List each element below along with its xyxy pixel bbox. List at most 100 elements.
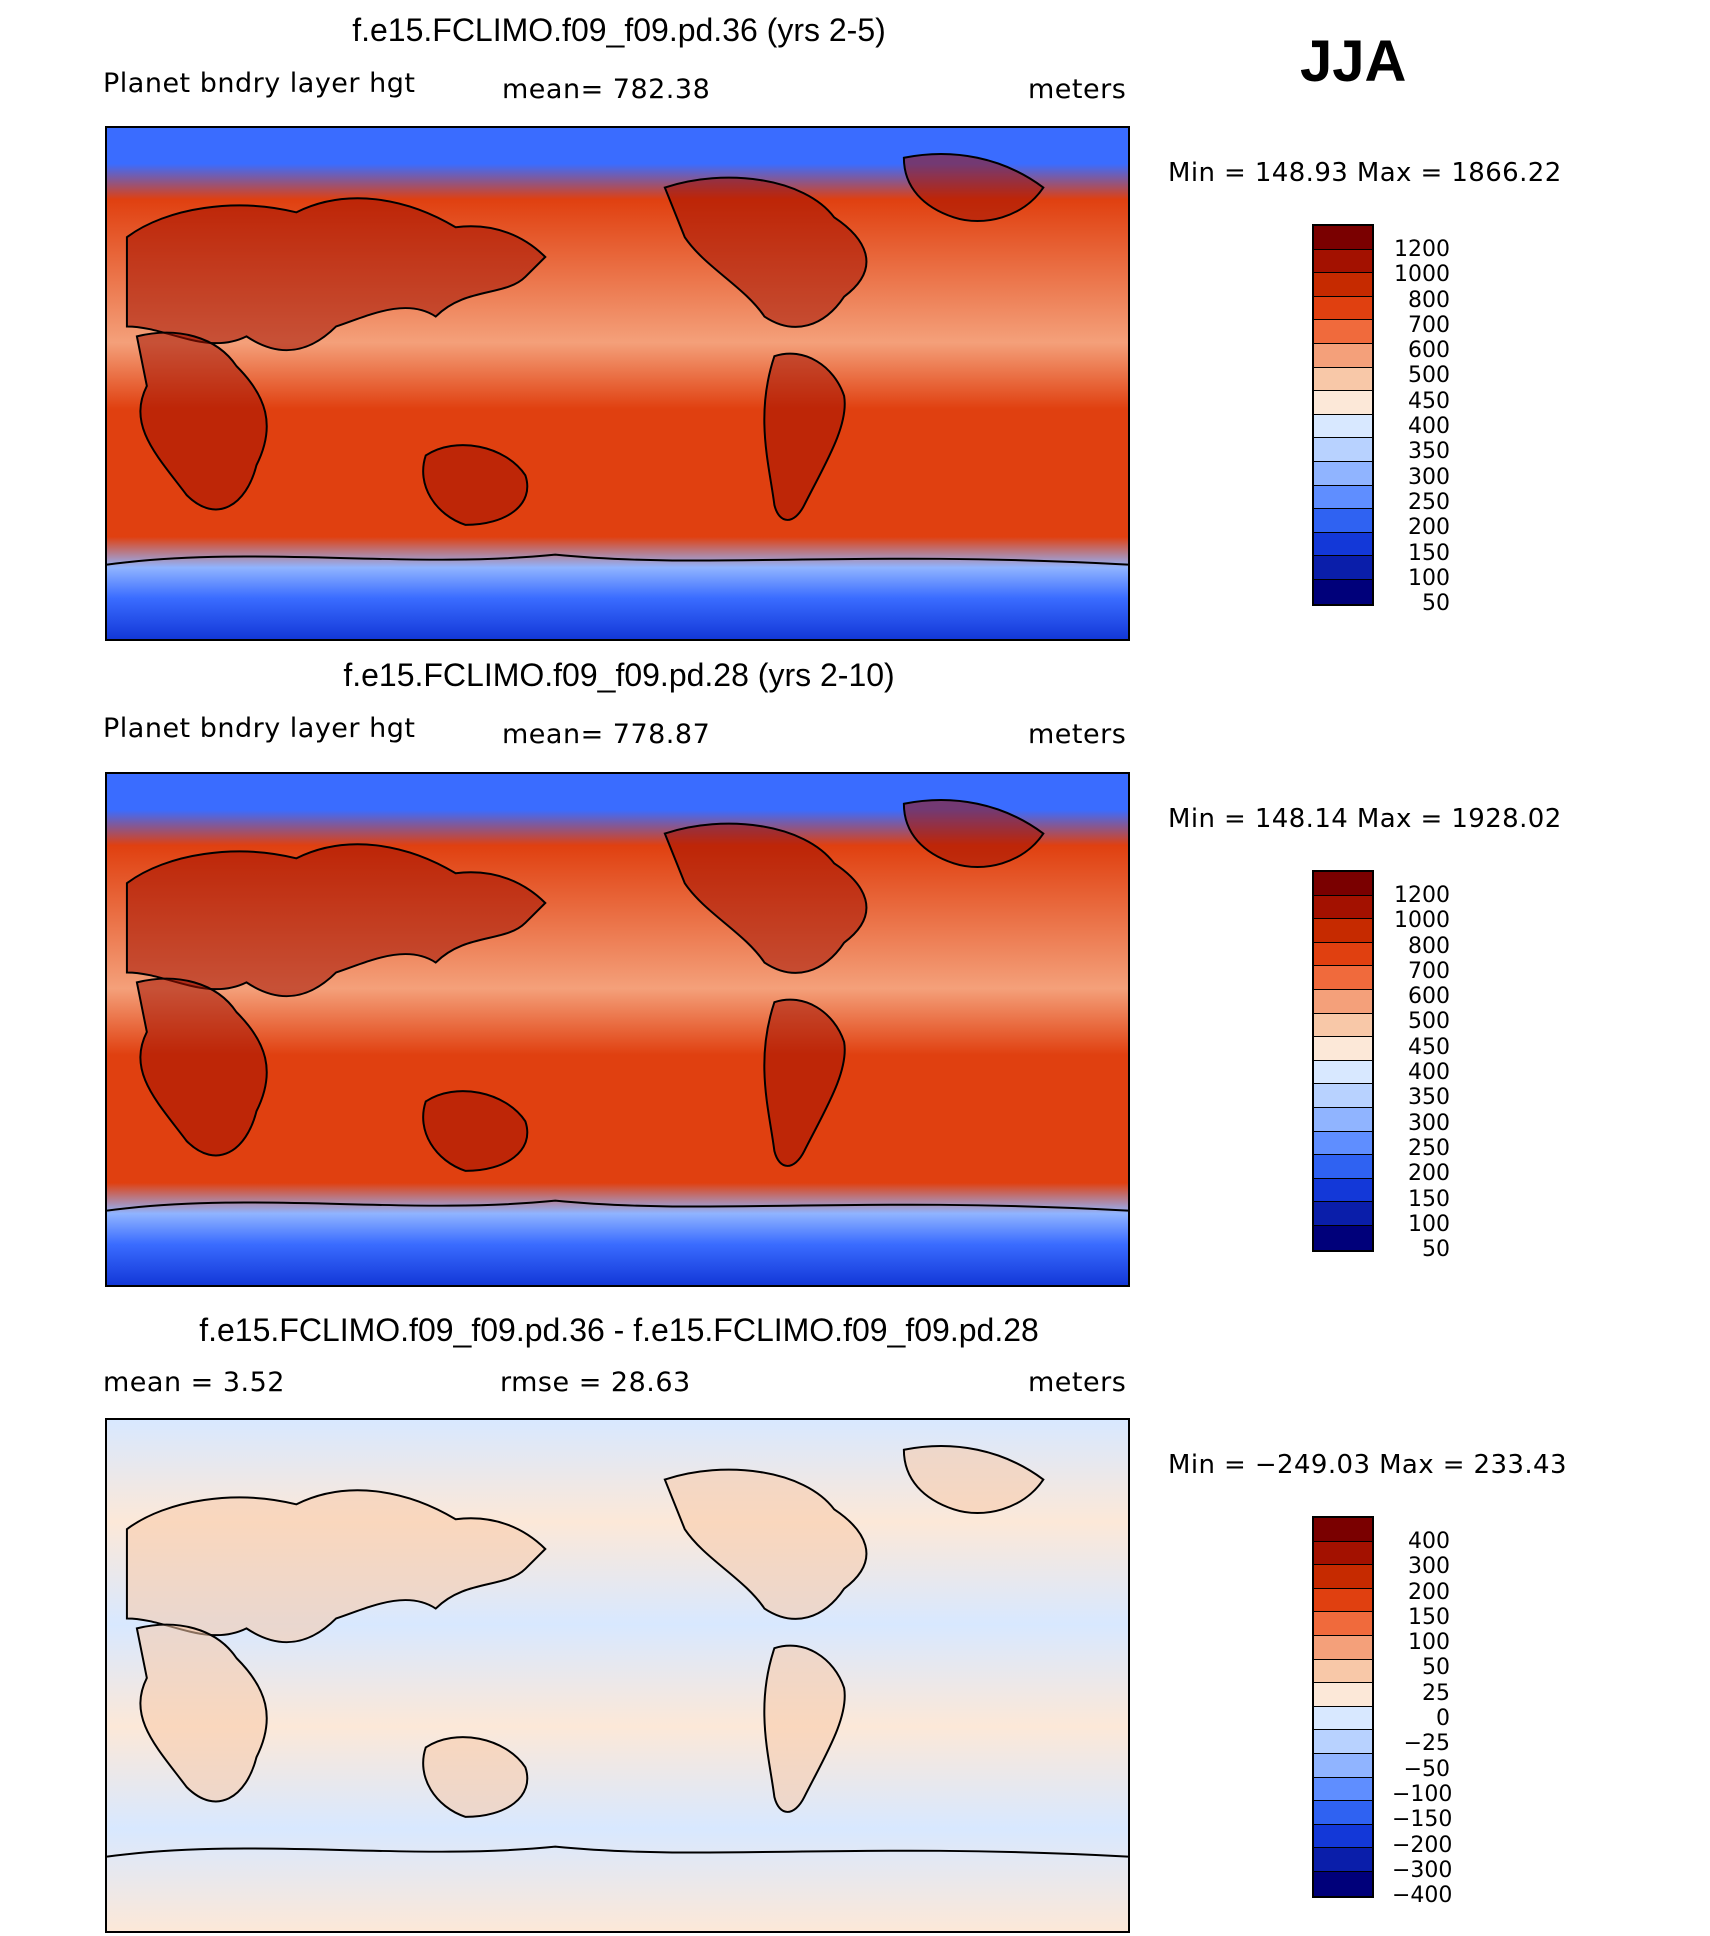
panel2-units-label: meters: [1028, 719, 1127, 750]
panel1-mean-label: mean= 782.38: [502, 74, 711, 105]
colorbar-tick-label: 450: [1408, 388, 1450, 414]
colorbar-tick-label: 50: [1422, 1237, 1450, 1263]
colorbar-swatch: [1314, 1541, 1372, 1566]
colorbar-tick-label: 350: [1408, 1085, 1450, 1111]
colorbar-tick-label: −300: [1392, 1857, 1453, 1883]
colorbar-tick-label: 1200: [1394, 883, 1450, 908]
colorbar-tick-label: 300: [1408, 1554, 1450, 1580]
panel1-colorbar-labels: 1200 1000 800 700 600 500 450 400 350 300 250 200 15…: [1392, 237, 1450, 616]
colorbar-tick-label: 200: [1408, 1579, 1450, 1605]
panel1-variable-label: Planet bndry layer hgt: [103, 68, 416, 99]
colorbar-tick-label: 150: [1408, 1604, 1450, 1630]
colorbar-tick-label: 700: [1408, 312, 1450, 338]
colorbar-swatch: [1314, 391, 1372, 415]
panel2-title: f.e15.FCLIMO.f09_f09.pd.28 (yrs 2-10): [343, 657, 895, 693]
colorbar-tick-label: 1200: [1394, 237, 1450, 262]
panel1-units-label: meters: [1028, 74, 1127, 105]
colorbar-tick-label: 50: [1422, 591, 1450, 617]
colorbar-tick-label: 400: [1408, 1529, 1450, 1554]
colorbar-swatch: [1314, 895, 1372, 920]
season-label: JJA: [1300, 29, 1407, 94]
colorbar-swatch: [1314, 1706, 1372, 1731]
colorbar-tick-label: 100: [1408, 1630, 1450, 1656]
colorbar-swatch: [1314, 1848, 1372, 1872]
panel3-colorbar: [1312, 1516, 1374, 1898]
panel3-mean-label: mean = 3.52: [103, 1367, 285, 1398]
panel2-colorbar-labels: 1200 1000 800 700 600 500 450 400 350 300 250 200 15…: [1392, 883, 1450, 1262]
colorbar-swatch: [1314, 1871, 1372, 1896]
colorbar-swatch: [1314, 1612, 1372, 1636]
colorbar-swatch: [1314, 919, 1372, 943]
colorbar-swatch: [1314, 1753, 1372, 1778]
panel1-minmax: Min = 148.93 Max = 1866.22: [1168, 158, 1562, 188]
panel2-variable-label: Planet bndry layer hgt: [103, 713, 416, 744]
panel3-rmse-label: rmse = 28.63: [500, 1367, 691, 1398]
colorbar-swatch: [1314, 414, 1372, 439]
colorbar-swatch: [1314, 1013, 1372, 1038]
colorbar-tick-label: 150: [1408, 1186, 1450, 1212]
colorbar-swatch: [1314, 1588, 1372, 1613]
panel3-colorbar-labels: 400 300 200 150 100 50 25 0 −25 −50 −100 −150 −200 −3…: [1392, 1529, 1453, 1909]
colorbar-swatch: [1314, 1518, 1372, 1542]
colorbar-swatch: [1314, 226, 1372, 250]
colorbar-swatch: [1314, 989, 1372, 1014]
colorbar-tick-label: 200: [1408, 515, 1450, 541]
colorbar-tick-label: 250: [1408, 489, 1450, 515]
colorbar-swatch: [1314, 438, 1372, 462]
colorbar-tick-label: 100: [1408, 1211, 1450, 1237]
panel3-units-label: meters: [1028, 1367, 1127, 1398]
colorbar-swatch: [1314, 872, 1372, 896]
colorbar-tick-label: 600: [1408, 338, 1450, 364]
panel1-colorbar: [1312, 224, 1374, 606]
colorbar-tick-label: 1000: [1394, 908, 1450, 934]
colorbar-tick-label: 25: [1422, 1680, 1450, 1706]
colorbar-swatch: [1314, 1777, 1372, 1802]
colorbar-tick-label: −400: [1392, 1883, 1453, 1909]
colorbar-swatch: [1314, 1824, 1372, 1849]
colorbar-swatch: [1314, 343, 1372, 368]
colorbar-swatch: [1314, 485, 1372, 510]
colorbar-swatch: [1314, 367, 1372, 392]
colorbar-tick-label: 400: [1408, 414, 1450, 440]
colorbar-tick-label: 450: [1408, 1034, 1450, 1060]
colorbar-swatch: [1314, 1060, 1372, 1085]
colorbar-swatch: [1314, 273, 1372, 297]
colorbar-swatch: [1314, 1730, 1372, 1754]
colorbar-tick-label: 800: [1408, 933, 1450, 959]
colorbar-swatch: [1314, 1155, 1372, 1179]
colorbar-swatch: [1314, 509, 1372, 533]
colorbar-swatch: [1314, 1635, 1372, 1660]
colorbar-swatch: [1314, 461, 1372, 486]
colorbar-tick-label: 200: [1408, 1161, 1450, 1187]
colorbar-swatch: [1314, 1225, 1372, 1250]
colorbar-swatch: [1314, 1202, 1372, 1226]
panel1-title: f.e15.FCLIMO.f09_f09.pd.36 (yrs 2-5): [352, 12, 886, 48]
colorbar-swatch: [1314, 942, 1372, 967]
panel1-map: [105, 126, 1130, 641]
colorbar-tick-label: 150: [1408, 540, 1450, 566]
colorbar-swatch: [1314, 1565, 1372, 1589]
colorbar-swatch: [1314, 1131, 1372, 1156]
colorbar-swatch: [1314, 1084, 1372, 1108]
colorbar-tick-label: 300: [1408, 464, 1450, 490]
colorbar-tick-label: 350: [1408, 439, 1450, 465]
colorbar-swatch: [1314, 249, 1372, 274]
panel2-map: [105, 772, 1130, 1287]
colorbar-swatch: [1314, 320, 1372, 344]
colorbar-tick-label: 700: [1408, 958, 1450, 984]
panel2-colorbar: [1312, 870, 1374, 1252]
panel3-minmax: Min = −249.03 Max = 233.43: [1168, 1450, 1567, 1480]
colorbar-tick-label: 100: [1408, 565, 1450, 591]
colorbar-tick-label: 500: [1408, 1009, 1450, 1035]
colorbar-tick-label: 500: [1408, 363, 1450, 389]
colorbar-tick-label: 250: [1408, 1135, 1450, 1161]
panel2-mean-label: mean= 778.87: [502, 719, 711, 750]
panel3-title: f.e15.FCLIMO.f09_f09.pd.36 - f.e15.FCLIM…: [199, 1312, 1039, 1348]
colorbar-swatch: [1314, 1178, 1372, 1203]
colorbar-tick-label: 50: [1422, 1655, 1450, 1681]
colorbar-swatch: [1314, 579, 1372, 604]
colorbar-swatch: [1314, 1107, 1372, 1132]
colorbar-tick-label: 800: [1408, 287, 1450, 313]
colorbar-tick-label: −100: [1392, 1781, 1453, 1807]
colorbar-swatch: [1314, 1659, 1372, 1684]
